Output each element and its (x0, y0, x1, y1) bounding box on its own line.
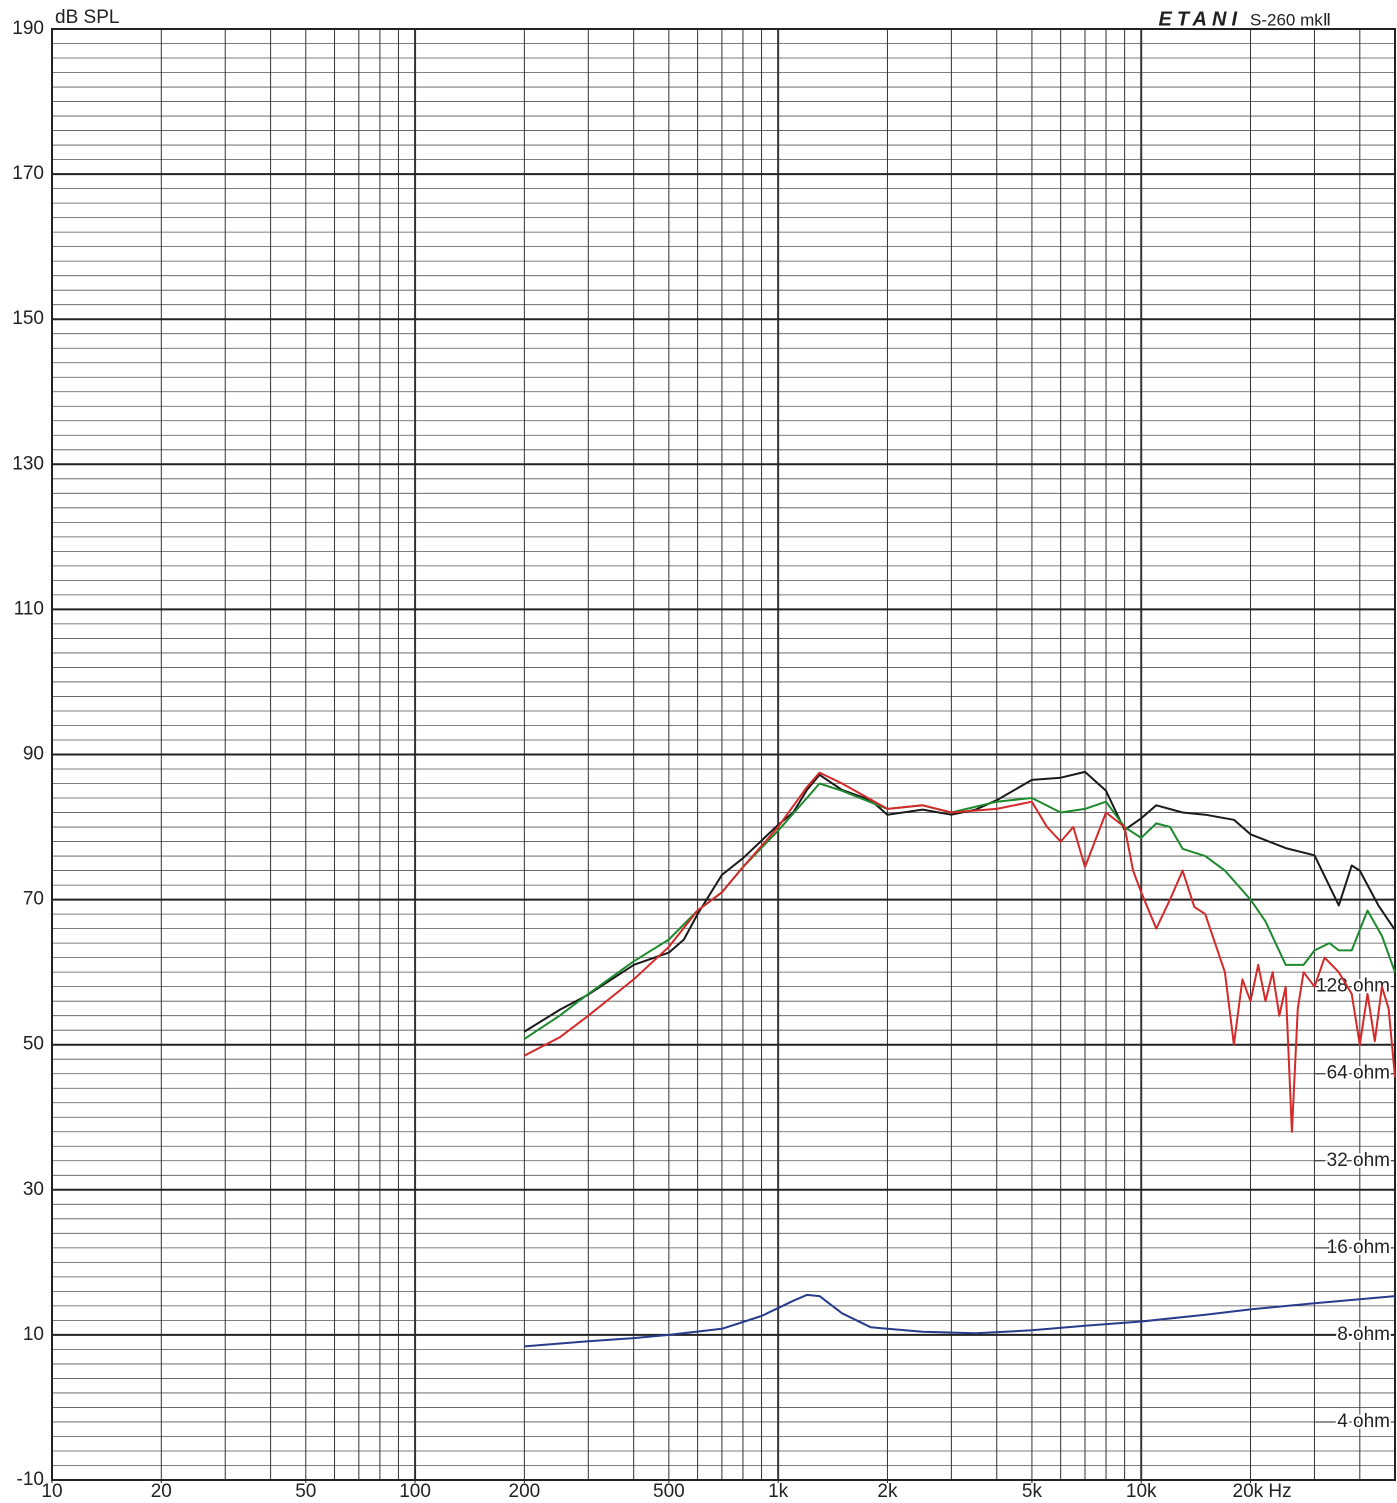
series-line (523, 771, 1396, 1133)
x-tick-label: 200 (509, 1481, 541, 1502)
y-axis-label: dB SPL (55, 7, 119, 28)
x-tick-label: 5k (1022, 1481, 1043, 1502)
y2-tick-label: 8 ohm (1337, 1324, 1390, 1345)
y-tick-label: 170 (12, 163, 44, 184)
y-tick-label: 130 (12, 453, 44, 474)
y2-tick-label: 16 ohm (1327, 1237, 1390, 1258)
x-tick-label: 100 (399, 1481, 431, 1502)
y2-tick-label: 64 ohm (1327, 1063, 1390, 1084)
series-line (524, 1293, 1396, 1348)
y2-tick-label: 128 ohm (1316, 976, 1390, 997)
brand: ETANI (1158, 8, 1242, 30)
y2-tick-label: 4 ohm (1337, 1411, 1390, 1432)
y-tick-label: 30 (23, 1179, 44, 1200)
y-tick-label: 10 (23, 1324, 44, 1345)
x-tick-label: 10k (1126, 1481, 1157, 1502)
plot-frame (51, 28, 1396, 1481)
x-tick-label: 50 (295, 1481, 316, 1502)
y-tick-label: 110 (14, 598, 44, 619)
y-tick-label: 150 (12, 308, 44, 329)
y-tick-label: 50 (23, 1034, 44, 1055)
x-tick-label: 500 (653, 1481, 685, 1502)
y2-tick-label: 32 ohm (1327, 1150, 1390, 1171)
y-tick-label: 190 (12, 18, 44, 39)
x-tick-label: 20k Hz (1233, 1481, 1292, 1502)
y-tick-label: -10 (17, 1469, 44, 1490)
y-tick-label: 90 (23, 744, 44, 765)
chart-title: S-260 mkⅡ (1250, 10, 1331, 29)
x-tick-label: 1k (768, 1481, 789, 1502)
x-tick-label: 2k (877, 1481, 898, 1502)
y-tick-label: 70 (23, 889, 44, 910)
x-tick-label: 10 (41, 1481, 62, 1502)
x-tick-label: 20 (151, 1481, 172, 1502)
